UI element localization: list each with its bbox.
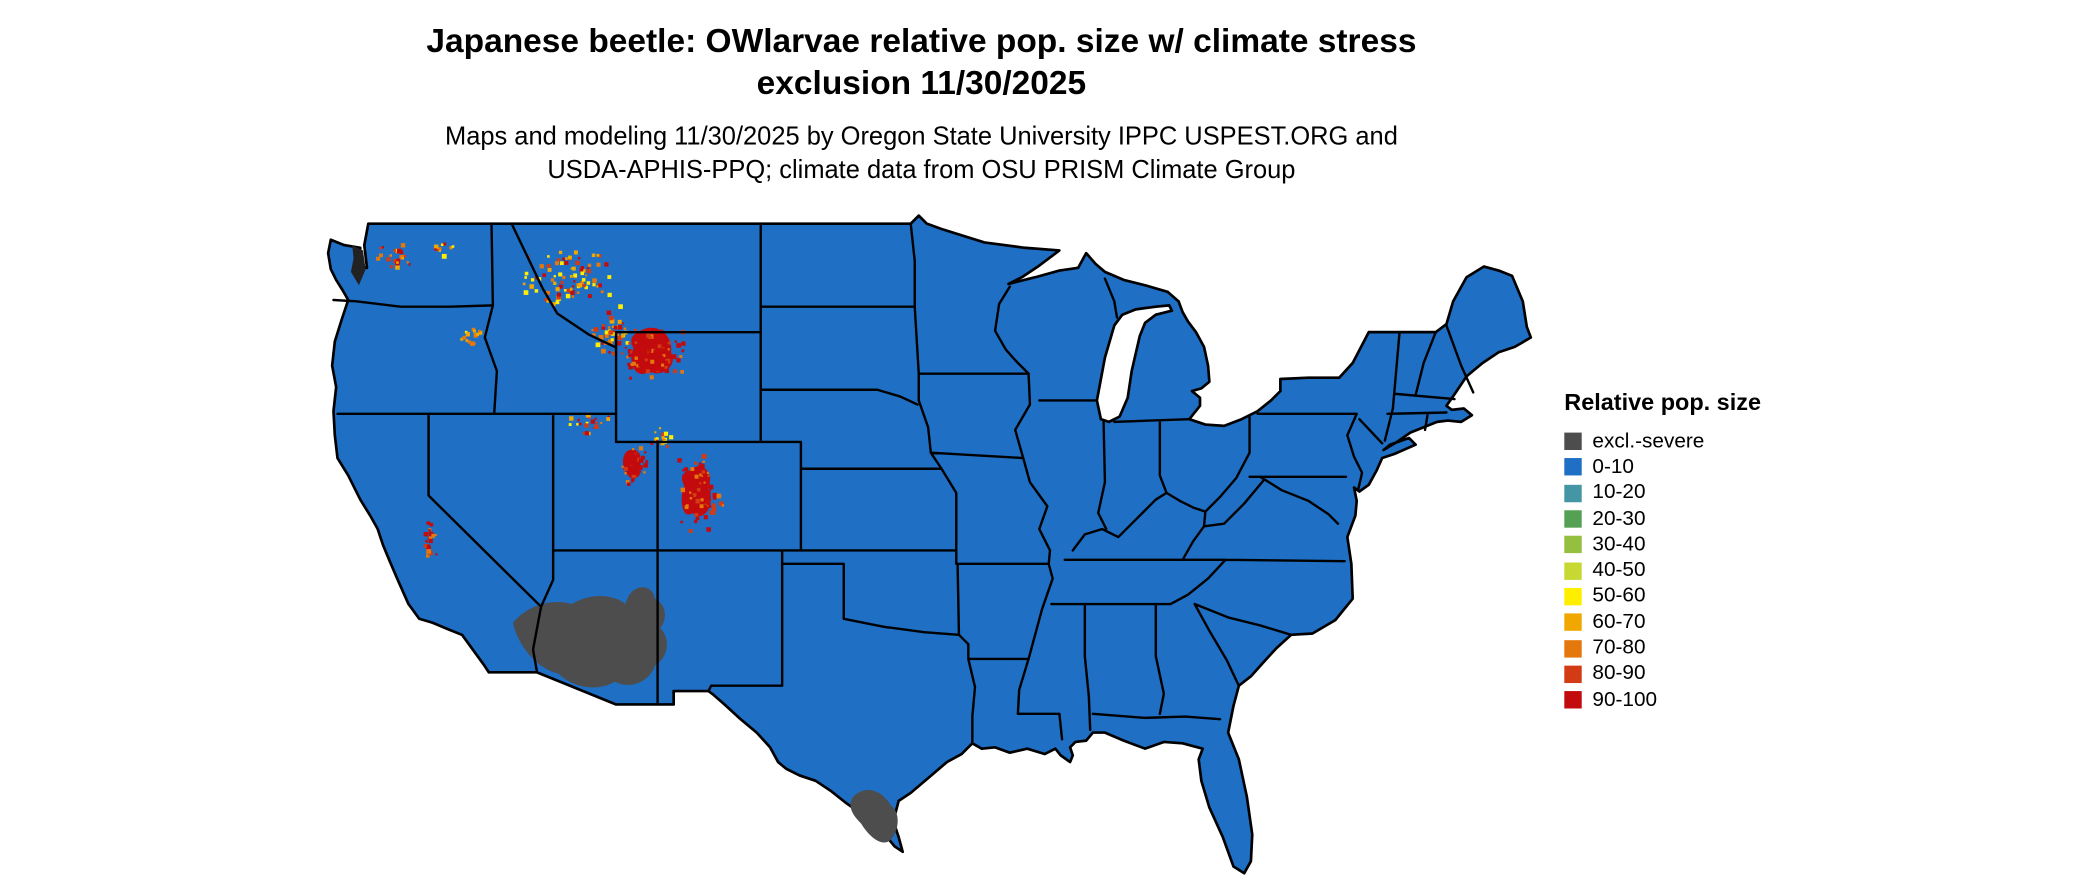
us-map (326, 214, 1533, 875)
legend-swatch (1564, 587, 1582, 606)
legend-swatch (1564, 562, 1582, 580)
lake-michigan (1095, 304, 1174, 424)
legend-item: 50-60 (1564, 584, 1761, 610)
legend-swatch (1564, 484, 1582, 502)
legend-swatch (1564, 665, 1582, 683)
legend-item: 60-70 (1564, 609, 1761, 635)
state-borders (332, 222, 1475, 745)
page-subtitle: Maps and modeling 11/30/2025 by Oregon S… (0, 121, 1843, 188)
legend-item: 80-90 (1564, 661, 1761, 687)
land-outline (326, 214, 1533, 875)
exclusion-zone-south-texas (850, 790, 898, 843)
legend-swatch (1564, 691, 1582, 709)
exclusion-zone-arizona (512, 587, 667, 688)
legend-label: 10-20 (1592, 481, 1646, 504)
legend-item: excl.-severe (1564, 429, 1761, 455)
legend-label: 60-70 (1592, 610, 1646, 634)
legend-item: 10-20 (1564, 480, 1761, 506)
legend-item: 70-80 (1564, 635, 1761, 661)
legend-label: 0-10 (1592, 455, 1634, 479)
page-title: Japanese beetle: OWlarvae relative pop. … (0, 21, 1843, 104)
legend-item: 90-100 (1564, 687, 1761, 713)
page-title-line2: exclusion 11/30/2025 (756, 64, 1087, 102)
legend: Relative pop. size excl.-severe 0-10 10-20… (1564, 388, 1761, 712)
page-subtitle-line1: Maps and modeling 11/30/2025 by Oregon S… (445, 123, 1398, 152)
page-title-line1: Japanese beetle: OWlarvae relative pop. … (426, 22, 1417, 61)
puget-sound-detail (350, 245, 366, 286)
legend-item: 20-30 (1564, 506, 1761, 532)
legend-label: 20-30 (1592, 506, 1646, 530)
legend-label: 50-60 (1592, 584, 1646, 608)
legend-swatch (1564, 639, 1582, 657)
legend-label: 30-40 (1592, 532, 1646, 556)
legend-swatch (1564, 536, 1582, 554)
legend-label: 90-100 (1592, 687, 1658, 711)
legend-label: 70-80 (1592, 636, 1646, 659)
legend-item: 30-40 (1564, 532, 1761, 558)
legend-label: 40-50 (1592, 558, 1646, 582)
hotspot-speckles (376, 242, 725, 558)
legend-swatch (1564, 458, 1582, 477)
legend-swatch (1564, 613, 1582, 632)
header: Japanese beetle: OWlarvae relative pop. … (0, 0, 1843, 188)
map-container (315, 208, 1534, 887)
legend-title: Relative pop. size (1564, 388, 1761, 416)
legend-item: 40-50 (1564, 558, 1761, 584)
legend-items: excl.-severe 0-10 10-20 20-30 30-40 40-50 50-6… (1564, 429, 1761, 713)
legend-swatch (1564, 510, 1582, 528)
legend-item: 0-10 (1564, 454, 1761, 480)
legend-label: 80-90 (1592, 662, 1646, 685)
page-subtitle-line2: USDA-APHIS-PPQ; climate data from OSU PR… (547, 156, 1296, 185)
legend-label: excl.-severe (1592, 429, 1705, 453)
legend-swatch (1564, 432, 1582, 451)
